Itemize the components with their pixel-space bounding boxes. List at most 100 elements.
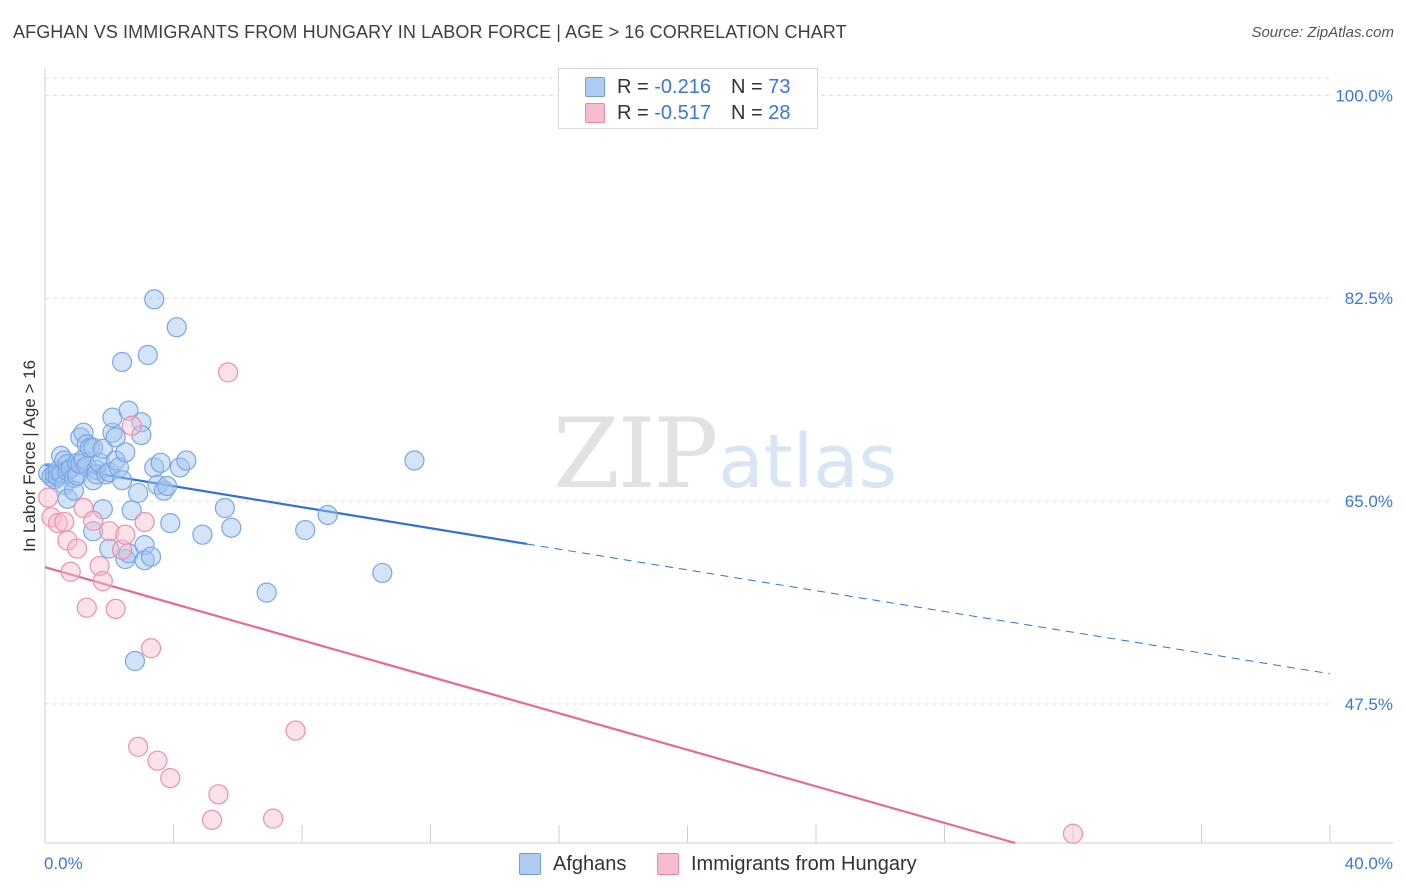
axes bbox=[44, 68, 1393, 844]
hungary-point bbox=[134, 511, 155, 533]
y-tick-label: 82.5% bbox=[1345, 289, 1393, 308]
watermark: ZIPatlas bbox=[553, 398, 897, 510]
hungary-point bbox=[201, 809, 223, 830]
legend-n-value: 73 bbox=[768, 75, 791, 98]
afghans-point bbox=[156, 475, 178, 497]
afghans-point bbox=[317, 504, 338, 526]
afghans-point bbox=[73, 422, 94, 443]
afghans-point bbox=[128, 482, 149, 504]
afghans-point bbox=[99, 461, 120, 483]
legend-n-label: N = bbox=[730, 101, 769, 124]
legend-swatch-afghans bbox=[585, 77, 605, 97]
afghans-point bbox=[160, 512, 181, 534]
afghans-point bbox=[192, 524, 213, 545]
afghans-point bbox=[144, 289, 165, 310]
hungary-point bbox=[111, 539, 133, 560]
y-tick-label: 65.0% bbox=[1345, 492, 1393, 511]
afghans-point bbox=[118, 400, 139, 421]
bottom-legend-swatch-hungary bbox=[657, 853, 679, 875]
hungary-point bbox=[121, 415, 142, 436]
legend-row-hungary: R = -0.517 N = 28 bbox=[585, 101, 790, 125]
hungary-point bbox=[60, 561, 81, 582]
bottom-legend-swatch-afghans bbox=[519, 853, 541, 875]
afghans-point bbox=[134, 550, 155, 571]
hungary-point bbox=[160, 767, 181, 789]
legend-r-value: -0.216 bbox=[654, 75, 711, 98]
y-axis-label: In Labor Force | Age > 16 bbox=[20, 360, 39, 552]
afghans-point bbox=[76, 434, 97, 455]
afghans-point bbox=[83, 521, 104, 542]
hungary-point bbox=[140, 638, 162, 659]
afghans-trend-line bbox=[44, 464, 528, 546]
data-points bbox=[38, 289, 1084, 844]
afghans-point bbox=[137, 344, 158, 366]
watermark-atlas: atlas bbox=[718, 419, 898, 505]
bottom-legend-label-afghans: Afghans bbox=[553, 852, 627, 875]
legend-r-value: -0.517 bbox=[654, 101, 711, 124]
hungary-point bbox=[47, 512, 68, 534]
afghans-point bbox=[92, 438, 113, 460]
hungary-trend-line bbox=[44, 566, 1016, 845]
correlation-legend: R = -0.216 N = 73 R = -0.517 N = 28 bbox=[558, 68, 818, 129]
x-tick-label: 0.0% bbox=[44, 854, 83, 873]
y-tick-label: 47.5% bbox=[1345, 695, 1393, 714]
hungary-point bbox=[92, 570, 113, 592]
afghans-trend-extension bbox=[526, 543, 1331, 675]
hungary-point bbox=[208, 784, 229, 805]
hungary-point bbox=[41, 507, 62, 528]
bottom-legend-label-hungary: Immigrants from Hungary bbox=[691, 852, 917, 875]
hungary-point bbox=[83, 510, 104, 531]
hungary-point bbox=[218, 362, 239, 383]
afghans-point bbox=[295, 519, 316, 541]
hungary-point bbox=[38, 487, 59, 508]
x-tick-label: 40.0% bbox=[1345, 854, 1393, 873]
afghans-point bbox=[166, 317, 187, 338]
afghans-point bbox=[115, 442, 136, 463]
afghans-point bbox=[108, 457, 129, 478]
hungary-point bbox=[128, 736, 149, 757]
afghans-point bbox=[95, 464, 117, 485]
legend-r-label: R = bbox=[617, 101, 655, 124]
afghans-point bbox=[134, 535, 155, 556]
legend-swatch-hungary bbox=[585, 103, 605, 123]
bottom-legend-afghans: Afghans bbox=[519, 852, 626, 876]
afghans-point bbox=[214, 497, 235, 519]
afghans-point bbox=[150, 452, 171, 473]
legend-n-value: 28 bbox=[768, 101, 791, 124]
afghans-point bbox=[124, 650, 146, 672]
hungary-point bbox=[262, 808, 284, 829]
afghans-point bbox=[121, 500, 142, 521]
afghans-point bbox=[221, 517, 242, 538]
legend-row-afghans: R = -0.216 N = 73 bbox=[585, 75, 790, 99]
afghans-point bbox=[105, 427, 126, 448]
y-tick-label: 100.0% bbox=[1335, 86, 1393, 105]
hungary-point bbox=[67, 538, 88, 559]
source-credit: Source: ZipAtlas.com bbox=[1251, 24, 1394, 41]
afghans-point bbox=[111, 351, 133, 373]
hungary-point bbox=[99, 521, 120, 542]
afghans-point bbox=[111, 470, 133, 491]
gridlines bbox=[45, 77, 1330, 705]
hungary-point bbox=[76, 597, 97, 618]
hungary-point bbox=[147, 750, 168, 771]
hungary-point bbox=[105, 598, 126, 619]
hungary-point bbox=[285, 720, 306, 741]
legend-n-label: N = bbox=[730, 75, 769, 98]
hungary-point bbox=[115, 524, 136, 545]
hungary-point bbox=[89, 555, 110, 577]
afghans-point bbox=[404, 450, 425, 471]
afghans-point bbox=[176, 450, 197, 471]
hungary-point bbox=[1062, 823, 1084, 844]
afghans-point bbox=[372, 562, 393, 584]
afghans-point bbox=[140, 546, 162, 567]
hungary-point bbox=[54, 511, 75, 533]
tick-labels: 100.0% 82.5% 65.0% 47.5% 0.0% 40.0% bbox=[44, 86, 1393, 873]
trend-lines bbox=[44, 464, 1331, 845]
watermark-zip: ZIP bbox=[553, 398, 718, 510]
chart-title: AFGHAN VS IMMIGRANTS FROM HUNGARY IN LAB… bbox=[13, 22, 847, 42]
bottom-legend-hungary: Immigrants from Hungary bbox=[657, 852, 917, 876]
afghans-point bbox=[63, 480, 85, 501]
legend-r-label: R = bbox=[617, 75, 655, 98]
afghans-point bbox=[256, 582, 277, 603]
